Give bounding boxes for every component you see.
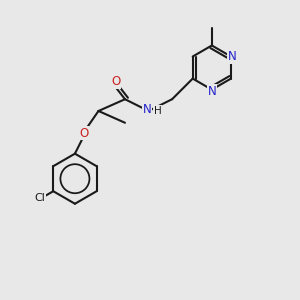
Text: N: N	[208, 85, 216, 98]
Text: O: O	[112, 75, 121, 88]
Text: Cl: Cl	[34, 193, 45, 203]
Text: N: N	[143, 103, 152, 116]
Text: O: O	[79, 127, 88, 140]
Text: H: H	[154, 106, 161, 116]
Text: N: N	[228, 50, 237, 63]
